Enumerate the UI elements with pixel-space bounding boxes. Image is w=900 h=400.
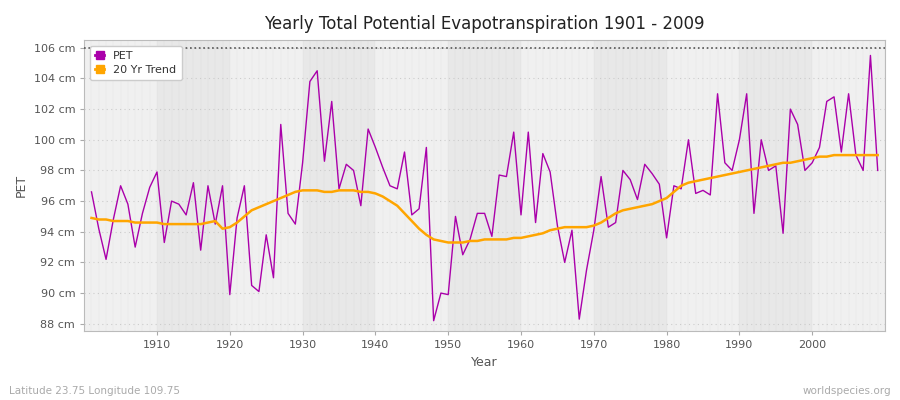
Y-axis label: PET: PET bbox=[15, 174, 28, 197]
Text: Latitude 23.75 Longitude 109.75: Latitude 23.75 Longitude 109.75 bbox=[9, 386, 180, 396]
PET bbox=[86, 190, 97, 194]
PET bbox=[872, 168, 883, 173]
Bar bbox=[85, 40, 157, 332]
20 Yr Trend bbox=[304, 188, 315, 193]
PET bbox=[304, 79, 315, 84]
20 Yr Trend bbox=[348, 188, 359, 193]
Text: worldspecies.org: worldspecies.org bbox=[803, 386, 891, 396]
20 Yr Trend bbox=[443, 240, 454, 245]
X-axis label: Year: Year bbox=[472, 356, 498, 369]
20 Yr Trend bbox=[872, 153, 883, 158]
Line: 20 Yr Trend: 20 Yr Trend bbox=[92, 155, 878, 242]
Bar bbox=[230, 40, 302, 332]
20 Yr Trend bbox=[516, 236, 526, 240]
Legend: PET, 20 Yr Trend: PET, 20 Yr Trend bbox=[90, 46, 182, 80]
Title: Yearly Total Potential Evapotranspiration 1901 - 2009: Yearly Total Potential Evapotranspiratio… bbox=[265, 15, 705, 33]
20 Yr Trend bbox=[144, 220, 155, 225]
PET bbox=[348, 168, 359, 173]
PET bbox=[428, 318, 439, 323]
20 Yr Trend bbox=[610, 211, 621, 216]
Bar bbox=[812, 40, 885, 332]
PET bbox=[516, 212, 526, 217]
Bar bbox=[521, 40, 594, 332]
20 Yr Trend bbox=[523, 234, 534, 239]
PET bbox=[865, 53, 876, 58]
20 Yr Trend bbox=[829, 153, 840, 158]
Bar bbox=[667, 40, 740, 332]
PET bbox=[523, 130, 534, 134]
Line: PET: PET bbox=[92, 56, 878, 321]
Bar bbox=[375, 40, 448, 332]
PET bbox=[610, 220, 621, 225]
PET bbox=[144, 185, 155, 190]
20 Yr Trend bbox=[86, 216, 97, 220]
